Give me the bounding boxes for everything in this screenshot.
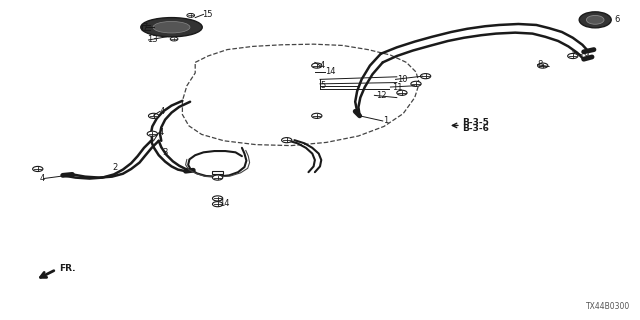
Text: 13: 13	[147, 36, 158, 44]
Circle shape	[170, 37, 178, 41]
Circle shape	[586, 15, 604, 24]
Text: 14: 14	[325, 68, 335, 76]
Circle shape	[568, 53, 578, 59]
Text: 4: 4	[40, 174, 45, 183]
Text: 6: 6	[614, 15, 620, 24]
Circle shape	[312, 63, 322, 68]
Text: 10: 10	[397, 75, 407, 84]
Text: 4: 4	[159, 128, 164, 137]
Circle shape	[397, 90, 407, 95]
Circle shape	[33, 166, 43, 172]
Circle shape	[212, 175, 223, 180]
Circle shape	[212, 196, 223, 201]
Text: 3: 3	[162, 148, 167, 157]
Text: 1: 1	[383, 116, 388, 125]
Circle shape	[411, 81, 421, 86]
Circle shape	[147, 131, 157, 136]
Circle shape	[579, 12, 611, 28]
Text: 8: 8	[538, 60, 543, 69]
Circle shape	[312, 113, 322, 118]
Circle shape	[212, 202, 223, 207]
Circle shape	[187, 13, 195, 17]
Text: 9: 9	[584, 51, 589, 60]
Circle shape	[538, 63, 548, 68]
Ellipse shape	[141, 18, 202, 37]
Text: 14: 14	[219, 199, 229, 208]
Text: 4: 4	[320, 61, 325, 70]
Text: 4: 4	[160, 107, 165, 116]
Circle shape	[148, 113, 159, 118]
Text: 12: 12	[376, 91, 387, 100]
Text: 5: 5	[320, 81, 325, 90]
Text: 15: 15	[202, 10, 212, 19]
Text: TX44B0300: TX44B0300	[586, 302, 630, 311]
Text: FR.: FR.	[59, 264, 76, 273]
Ellipse shape	[153, 21, 190, 33]
Text: B-3-6: B-3-6	[462, 124, 489, 133]
Circle shape	[282, 138, 292, 143]
Text: B-3-5: B-3-5	[462, 118, 489, 127]
Text: 11: 11	[392, 83, 402, 92]
Text: 7: 7	[142, 23, 147, 32]
Circle shape	[420, 74, 431, 79]
Bar	[212, 171, 223, 174]
Text: 2: 2	[112, 164, 117, 172]
